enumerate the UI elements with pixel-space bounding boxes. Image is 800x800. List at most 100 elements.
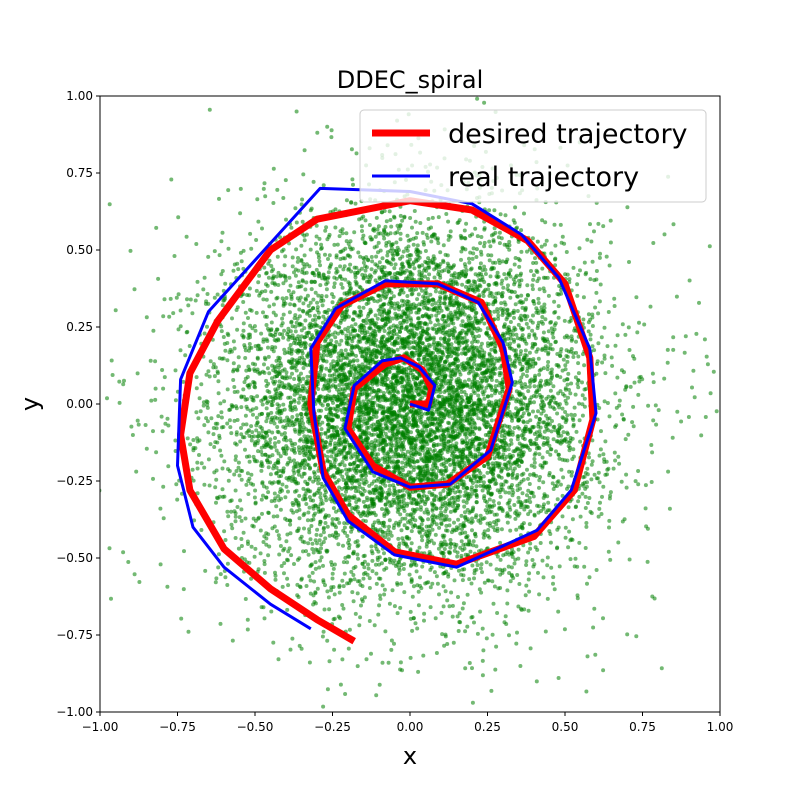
- scatter-point: [626, 325, 631, 330]
- scatter-point: [463, 629, 468, 634]
- scatter-point: [650, 371, 655, 376]
- scatter-point: [552, 587, 557, 592]
- scatter-point: [273, 441, 277, 446]
- scatter-point: [514, 389, 519, 394]
- scatter-point: [262, 616, 267, 621]
- scatter-point: [442, 533, 447, 538]
- scatter-point: [162, 375, 167, 380]
- scatter-point: [239, 405, 244, 410]
- scatter-point: [524, 321, 529, 326]
- scatter-point: [628, 384, 633, 389]
- scatter-point: [247, 293, 252, 298]
- scatter-point: [367, 619, 372, 623]
- scatter-point: [250, 407, 255, 412]
- scatter-point: [646, 403, 651, 408]
- scatter-point: [243, 413, 248, 418]
- scatter-point: [443, 634, 448, 639]
- scatter-point: [218, 448, 223, 453]
- scatter-point: [570, 517, 575, 522]
- scatter-point: [509, 438, 514, 443]
- scatter-point: [564, 401, 569, 406]
- scatter-point: [151, 429, 155, 434]
- scatter-point: [297, 472, 301, 477]
- scatter-point: [349, 324, 354, 329]
- scatter-point: [465, 592, 470, 597]
- scatter-point: [498, 494, 503, 499]
- scatter-point: [575, 293, 580, 298]
- scatter-point: [464, 392, 469, 397]
- scatter-point: [436, 322, 441, 327]
- scatter-point: [454, 295, 459, 300]
- scatter-point: [259, 468, 264, 473]
- scatter-point: [187, 344, 192, 348]
- scatter-point: [264, 790, 268, 794]
- scatter-point: [252, 441, 257, 446]
- scatter-point: [463, 530, 468, 535]
- scatter-point: [268, 437, 273, 442]
- scatter-point: [214, 468, 219, 473]
- scatter-point: [471, 539, 476, 544]
- scatter-point: [188, 442, 193, 447]
- scatter-point: [525, 505, 530, 509]
- scatter-point: [321, 183, 326, 188]
- scatter-point: [376, 231, 381, 236]
- scatter-point: [358, 339, 363, 344]
- scatter-point: [623, 437, 628, 442]
- scatter-point: [227, 418, 232, 423]
- scatter-point: [612, 296, 617, 301]
- scatter-point: [361, 576, 366, 581]
- scatter-point: [528, 646, 533, 651]
- scatter-point: [292, 270, 296, 275]
- scatter-point: [295, 259, 300, 264]
- scatter-point: [400, 218, 405, 223]
- scatter-point: [415, 626, 420, 631]
- scatter-point: [401, 567, 406, 571]
- scatter-point: [369, 255, 374, 259]
- scatter-point: [507, 239, 512, 244]
- scatter-point: [246, 364, 251, 369]
- scatter-point: [412, 266, 417, 271]
- scatter-point: [308, 537, 313, 542]
- scatter-point: [518, 486, 522, 491]
- scatter-point: [575, 593, 580, 598]
- scatter-point: [302, 466, 307, 470]
- scatter-point: [630, 420, 635, 425]
- scatter-point: [387, 601, 392, 606]
- scatter-point: [236, 546, 241, 551]
- scatter-point: [195, 491, 200, 496]
- scatter-point: [446, 550, 451, 555]
- scatter-point: [190, 311, 195, 316]
- scatter-point: [597, 255, 602, 260]
- scatter-point: [232, 385, 237, 389]
- scatter-point: [376, 308, 381, 313]
- scatter-point: [448, 538, 453, 542]
- scatter-point: [415, 231, 420, 236]
- scatter-point: [675, 409, 680, 414]
- scatter-point: [475, 631, 480, 636]
- scatter-point: [151, 476, 155, 481]
- scatter-point: [315, 300, 320, 305]
- scatter-point: [161, 314, 166, 319]
- scatter-point: [460, 282, 465, 287]
- scatter-point: [482, 396, 487, 401]
- scatter-point: [296, 256, 300, 260]
- scatter-point: [325, 589, 330, 594]
- scatter-point: [538, 475, 542, 479]
- scatter-point: [243, 447, 247, 452]
- scatter-point: [206, 369, 211, 374]
- scatter-point: [526, 550, 531, 555]
- scatter-point: [566, 395, 570, 400]
- scatter-point: [473, 226, 478, 231]
- scatter-point: [342, 463, 347, 468]
- scatter-point: [452, 508, 457, 513]
- scatter-point: [540, 558, 545, 563]
- scatter-point: [264, 378, 269, 383]
- scatter-point: [306, 303, 311, 308]
- scatter-point: [625, 632, 630, 637]
- scatter-point: [295, 557, 300, 562]
- scatter-point: [168, 296, 173, 301]
- scatter-point: [158, 506, 163, 511]
- scatter-point: [247, 286, 252, 291]
- scatter-point: [132, 572, 137, 577]
- scatter-point: [350, 590, 355, 595]
